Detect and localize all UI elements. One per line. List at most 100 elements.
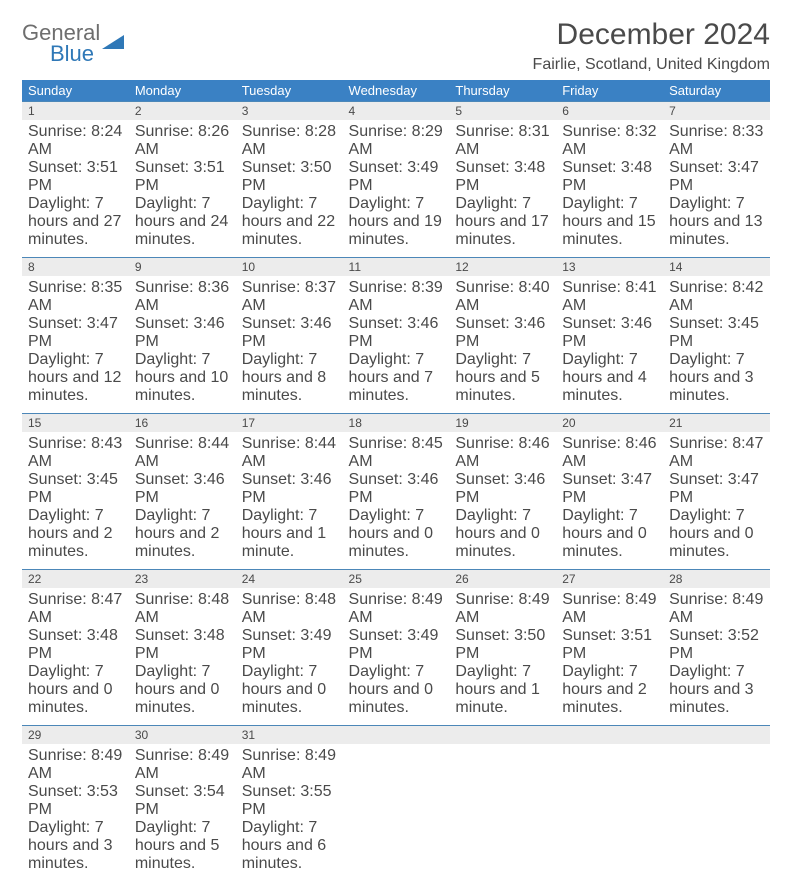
day-number-cell: 23: [129, 570, 236, 589]
header: General Blue December 2024 Fairlie, Scot…: [22, 18, 770, 74]
daylight-line: Daylight: 7 hours and 12 minutes.: [28, 351, 123, 405]
sunset-line: Sunset: 3:47 PM: [669, 471, 764, 507]
sunset-line: Sunset: 3:46 PM: [242, 315, 337, 351]
day-content-cell: Sunrise: 8:31 AMSunset: 3:48 PMDaylight:…: [449, 120, 556, 258]
sunrise-line: Sunrise: 8:49 AM: [455, 591, 550, 627]
sunset-line: Sunset: 3:51 PM: [28, 159, 123, 195]
day-number-cell: 28: [663, 570, 770, 589]
week-4-daynum-row: 293031: [22, 726, 770, 745]
sunset-line: Sunset: 3:45 PM: [28, 471, 123, 507]
sunrise-line: Sunrise: 8:46 AM: [562, 435, 657, 471]
sunset-line: Sunset: 3:49 PM: [349, 159, 444, 195]
sunrise-line: Sunrise: 8:40 AM: [455, 279, 550, 315]
day-number-cell: 7: [663, 102, 770, 121]
week-3-daynum-row: 22232425262728: [22, 570, 770, 589]
day-content-cell: Sunrise: 8:47 AMSunset: 3:48 PMDaylight:…: [22, 588, 129, 726]
day-number-cell: 19: [449, 414, 556, 433]
day-content-cell: Sunrise: 8:24 AMSunset: 3:51 PMDaylight:…: [22, 120, 129, 258]
title-block: December 2024 Fairlie, Scotland, United …: [533, 18, 770, 74]
daylight-line: Daylight: 7 hours and 3 minutes.: [28, 819, 123, 873]
day-number-cell: 16: [129, 414, 236, 433]
sunset-line: Sunset: 3:46 PM: [349, 315, 444, 351]
day-content-cell: Sunrise: 8:35 AMSunset: 3:47 PMDaylight:…: [22, 276, 129, 414]
sunrise-line: Sunrise: 8:49 AM: [135, 747, 230, 783]
daylight-line: Daylight: 7 hours and 1 minute.: [242, 507, 337, 561]
sunset-line: Sunset: 3:51 PM: [135, 159, 230, 195]
sunset-line: Sunset: 3:48 PM: [562, 159, 657, 195]
day-content-cell: Sunrise: 8:49 AMSunset: 3:51 PMDaylight:…: [556, 588, 663, 726]
sunset-line: Sunset: 3:48 PM: [135, 627, 230, 663]
sunrise-line: Sunrise: 8:45 AM: [349, 435, 444, 471]
day-content-cell: Sunrise: 8:44 AMSunset: 3:46 PMDaylight:…: [129, 432, 236, 570]
sunset-line: Sunset: 3:50 PM: [455, 627, 550, 663]
day-content-cell: Sunrise: 8:47 AMSunset: 3:47 PMDaylight:…: [663, 432, 770, 570]
daylight-line: Daylight: 7 hours and 0 minutes.: [349, 663, 444, 717]
week-1-content-row: Sunrise: 8:35 AMSunset: 3:47 PMDaylight:…: [22, 276, 770, 414]
sunset-line: Sunset: 3:46 PM: [242, 471, 337, 507]
sunrise-line: Sunrise: 8:49 AM: [242, 747, 337, 783]
day-content-cell: Sunrise: 8:36 AMSunset: 3:46 PMDaylight:…: [129, 276, 236, 414]
calendar-table: SundayMondayTuesdayWednesdayThursdayFrid…: [22, 80, 770, 881]
logo-text-blue: Blue: [50, 43, 100, 65]
sunset-line: Sunset: 3:55 PM: [242, 783, 337, 819]
daylight-line: Daylight: 7 hours and 4 minutes.: [562, 351, 657, 405]
day-number-cell: 22: [22, 570, 129, 589]
triangle-icon: [102, 33, 124, 56]
day-content-cell: [663, 744, 770, 881]
daylight-line: Daylight: 7 hours and 0 minutes.: [242, 663, 337, 717]
day-content-cell: Sunrise: 8:41 AMSunset: 3:46 PMDaylight:…: [556, 276, 663, 414]
day-number-cell: 6: [556, 102, 663, 121]
daylight-line: Daylight: 7 hours and 3 minutes.: [669, 663, 764, 717]
sunrise-line: Sunrise: 8:49 AM: [28, 747, 123, 783]
day-content-cell: Sunrise: 8:49 AMSunset: 3:50 PMDaylight:…: [449, 588, 556, 726]
day-number-cell: 2: [129, 102, 236, 121]
sunrise-line: Sunrise: 8:26 AM: [135, 123, 230, 159]
sunrise-line: Sunrise: 8:37 AM: [242, 279, 337, 315]
daylight-line: Daylight: 7 hours and 2 minutes.: [135, 507, 230, 561]
daylight-line: Daylight: 7 hours and 2 minutes.: [28, 507, 123, 561]
day-number-cell: [556, 726, 663, 745]
sunrise-line: Sunrise: 8:48 AM: [242, 591, 337, 627]
sunrise-line: Sunrise: 8:46 AM: [455, 435, 550, 471]
sunset-line: Sunset: 3:54 PM: [135, 783, 230, 819]
day-number-cell: 31: [236, 726, 343, 745]
sunset-line: Sunset: 3:50 PM: [242, 159, 337, 195]
day-content-cell: Sunrise: 8:49 AMSunset: 3:54 PMDaylight:…: [129, 744, 236, 881]
week-0-daynum-row: 1234567: [22, 102, 770, 121]
day-number-cell: 26: [449, 570, 556, 589]
sunset-line: Sunset: 3:46 PM: [135, 471, 230, 507]
sunset-line: Sunset: 3:46 PM: [349, 471, 444, 507]
day-content-cell: Sunrise: 8:48 AMSunset: 3:48 PMDaylight:…: [129, 588, 236, 726]
day-number-cell: 24: [236, 570, 343, 589]
day-content-cell: Sunrise: 8:46 AMSunset: 3:47 PMDaylight:…: [556, 432, 663, 570]
day-header-sunday: Sunday: [22, 80, 129, 102]
day-content-cell: Sunrise: 8:49 AMSunset: 3:49 PMDaylight:…: [343, 588, 450, 726]
day-number-cell: 4: [343, 102, 450, 121]
daylight-line: Daylight: 7 hours and 5 minutes.: [135, 819, 230, 873]
daylight-line: Daylight: 7 hours and 13 minutes.: [669, 195, 764, 249]
sunrise-line: Sunrise: 8:35 AM: [28, 279, 123, 315]
day-number-cell: 20: [556, 414, 663, 433]
daylight-line: Daylight: 7 hours and 15 minutes.: [562, 195, 657, 249]
daylight-line: Daylight: 7 hours and 27 minutes.: [28, 195, 123, 249]
daylight-line: Daylight: 7 hours and 0 minutes.: [135, 663, 230, 717]
day-number-cell: 13: [556, 258, 663, 277]
sunrise-line: Sunrise: 8:44 AM: [242, 435, 337, 471]
day-content-cell: Sunrise: 8:39 AMSunset: 3:46 PMDaylight:…: [343, 276, 450, 414]
day-header-monday: Monday: [129, 80, 236, 102]
day-number-cell: 14: [663, 258, 770, 277]
daylight-line: Daylight: 7 hours and 10 minutes.: [135, 351, 230, 405]
week-1-daynum-row: 891011121314: [22, 258, 770, 277]
day-content-cell: [556, 744, 663, 881]
day-content-cell: Sunrise: 8:26 AMSunset: 3:51 PMDaylight:…: [129, 120, 236, 258]
day-content-cell: Sunrise: 8:43 AMSunset: 3:45 PMDaylight:…: [22, 432, 129, 570]
sunset-line: Sunset: 3:46 PM: [562, 315, 657, 351]
sunrise-line: Sunrise: 8:44 AM: [135, 435, 230, 471]
sunrise-line: Sunrise: 8:49 AM: [349, 591, 444, 627]
sunset-line: Sunset: 3:47 PM: [28, 315, 123, 351]
sunset-line: Sunset: 3:52 PM: [669, 627, 764, 663]
week-2-content-row: Sunrise: 8:43 AMSunset: 3:45 PMDaylight:…: [22, 432, 770, 570]
day-number-cell: [449, 726, 556, 745]
sunrise-line: Sunrise: 8:39 AM: [349, 279, 444, 315]
sunrise-line: Sunrise: 8:49 AM: [562, 591, 657, 627]
